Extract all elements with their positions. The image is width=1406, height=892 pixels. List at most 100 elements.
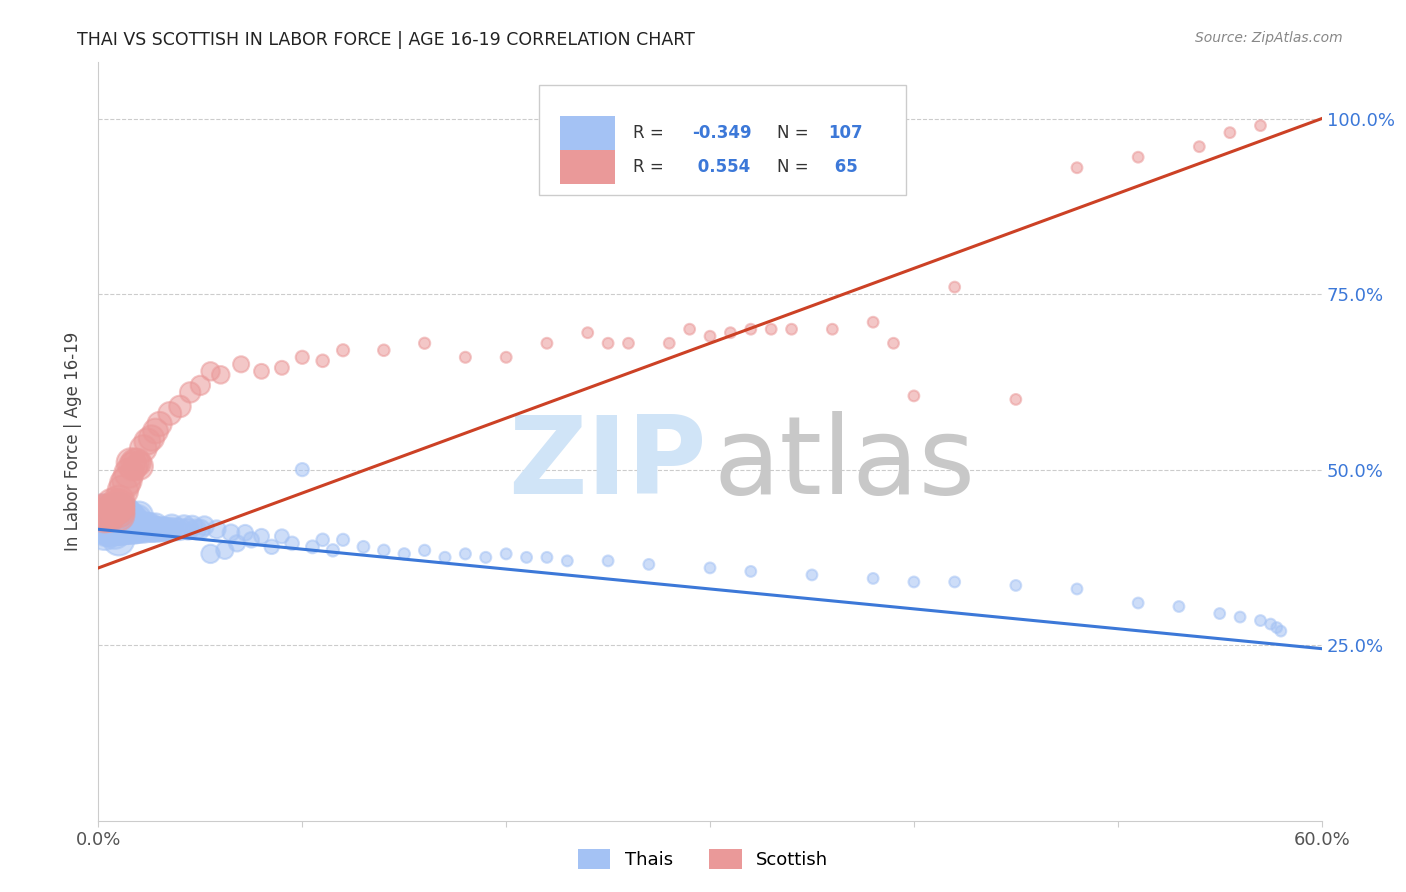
Point — [200, 547, 222, 561]
Point — [260, 540, 283, 554]
FancyBboxPatch shape — [538, 85, 905, 195]
Point — [120, 456, 142, 470]
Point — [128, 508, 150, 523]
Point — [129, 522, 152, 536]
Point — [93, 512, 115, 526]
Bar — [560, 150, 614, 184]
Point — [312, 353, 335, 368]
Point — [108, 522, 131, 536]
Point — [679, 322, 702, 336]
Point — [122, 522, 145, 536]
Point — [110, 512, 132, 526]
Point — [128, 518, 150, 533]
Point — [104, 501, 127, 516]
Text: THAI VS SCOTTISH IN LABOR FORCE | AGE 16-19 CORRELATION CHART: THAI VS SCOTTISH IN LABOR FORCE | AGE 16… — [77, 31, 695, 49]
Point — [516, 550, 538, 565]
Point — [943, 574, 966, 589]
Point — [240, 533, 263, 547]
Point — [474, 550, 498, 565]
Point — [111, 522, 134, 536]
Point — [128, 459, 150, 474]
Point — [1270, 624, 1292, 639]
Text: 65: 65 — [828, 158, 858, 176]
Point — [598, 554, 620, 568]
Point — [1219, 126, 1241, 140]
Point — [91, 518, 114, 533]
Point — [142, 522, 165, 536]
Text: N =: N = — [778, 124, 814, 142]
Bar — [560, 115, 614, 150]
Point — [149, 417, 172, 431]
Point — [149, 522, 172, 536]
Text: ZIP: ZIP — [508, 411, 706, 517]
Point — [903, 574, 925, 589]
Point — [233, 525, 256, 540]
Point — [134, 522, 156, 536]
Point — [108, 501, 131, 516]
Point — [200, 364, 222, 378]
Point — [136, 434, 159, 449]
Point — [115, 522, 138, 536]
Point — [169, 400, 191, 414]
Point — [740, 565, 762, 579]
Point — [312, 533, 335, 547]
Point — [108, 498, 131, 512]
Point — [576, 326, 599, 340]
Point — [111, 483, 134, 498]
Point — [105, 512, 128, 526]
Point — [108, 533, 131, 547]
Point — [1260, 617, 1282, 632]
Point — [93, 525, 115, 540]
Point — [821, 322, 844, 336]
Point — [373, 343, 395, 358]
Point — [132, 518, 155, 533]
Text: atlas: atlas — [714, 411, 976, 517]
Point — [141, 431, 163, 445]
Point — [1229, 610, 1251, 624]
Point — [104, 508, 127, 523]
Point — [97, 508, 120, 523]
Point — [108, 505, 131, 519]
Point — [883, 336, 905, 351]
Point — [1004, 392, 1026, 407]
Point — [454, 547, 477, 561]
Text: Source: ZipAtlas.com: Source: ZipAtlas.com — [1195, 31, 1343, 45]
Point — [862, 315, 884, 329]
Point — [209, 368, 232, 382]
Point — [159, 407, 181, 421]
Point — [91, 505, 114, 519]
Point — [177, 522, 200, 536]
Point — [136, 518, 159, 533]
Point — [322, 543, 344, 558]
Point — [740, 322, 762, 336]
Point — [97, 522, 120, 536]
Point — [413, 336, 436, 351]
Point — [780, 322, 803, 336]
Point — [122, 459, 145, 474]
Point — [862, 571, 884, 585]
Point — [617, 336, 640, 351]
Point — [1209, 607, 1232, 621]
Point — [1004, 578, 1026, 592]
Point — [219, 525, 242, 540]
Point — [332, 343, 354, 358]
Point — [146, 522, 169, 536]
Point — [108, 508, 131, 523]
Point — [114, 518, 136, 533]
Point — [120, 518, 142, 533]
Point — [118, 508, 141, 523]
Point — [179, 385, 201, 400]
Point — [1167, 599, 1189, 614]
Point — [231, 357, 253, 371]
Point — [718, 326, 742, 340]
Text: 0.554: 0.554 — [692, 158, 749, 176]
Point — [291, 351, 314, 365]
Point — [127, 512, 149, 526]
Point — [250, 529, 273, 543]
Point — [132, 442, 155, 456]
Point — [108, 494, 131, 508]
Point — [270, 529, 294, 543]
Point — [1249, 614, 1271, 628]
Point — [127, 456, 149, 470]
Point — [155, 522, 177, 536]
